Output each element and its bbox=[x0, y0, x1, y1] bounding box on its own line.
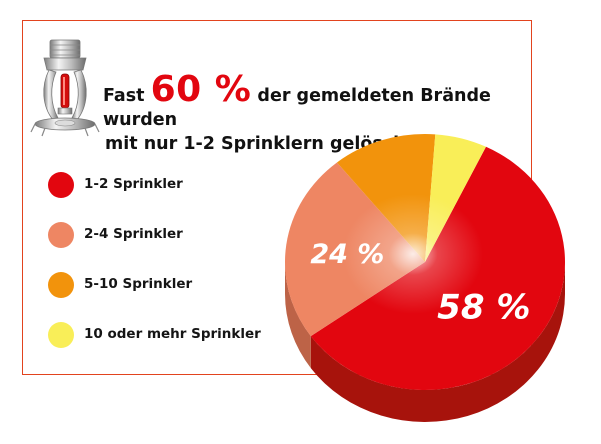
legend-dot-2-4 bbox=[48, 222, 74, 248]
legend-label-10-plus: 10 oder mehr Sprinkler bbox=[84, 326, 261, 342]
legend-dot-5-10 bbox=[48, 272, 74, 298]
pie-side-2-4 bbox=[285, 262, 311, 369]
pie-side bbox=[285, 262, 565, 422]
pie-top bbox=[285, 134, 565, 391]
legend-item-1-2: 1-2 Sprinkler bbox=[48, 170, 308, 200]
legend-label-1-2: 1-2 Sprinkler bbox=[84, 176, 183, 192]
headline-prefix: Fast bbox=[103, 86, 145, 106]
legend-label-5-10: 5-10 Sprinkler bbox=[84, 276, 193, 292]
legend-item-10-plus: 10 oder mehr Sprinkler bbox=[48, 320, 308, 350]
pie-side-1-2 bbox=[310, 262, 565, 422]
headline: Fast 60 % der gemeldeten Brände wurden m… bbox=[103, 72, 543, 156]
legend-dot-10-plus bbox=[48, 322, 74, 348]
pie-label-1-2: 58 % bbox=[437, 287, 530, 327]
headline-highlight: 60 % bbox=[150, 69, 252, 110]
sprinkler-head-icon bbox=[30, 39, 100, 137]
headline-suffix: der gemeldeten Brände wurden bbox=[103, 86, 491, 130]
legend-dot-1-2 bbox=[48, 172, 74, 198]
pie-labels: 58 % 24 % bbox=[310, 239, 530, 327]
pie-highlight bbox=[343, 194, 483, 314]
pie-label-2-4: 24 % bbox=[310, 239, 384, 270]
headline-line-2: mit nur 1-2 Sprinklern gelöscht! bbox=[105, 134, 422, 154]
legend-item-2-4: 2-4 Sprinkler bbox=[48, 220, 308, 250]
legend-item-5-10: 5-10 Sprinkler bbox=[48, 270, 308, 300]
legend-label-2-4: 2-4 Sprinkler bbox=[84, 226, 183, 242]
